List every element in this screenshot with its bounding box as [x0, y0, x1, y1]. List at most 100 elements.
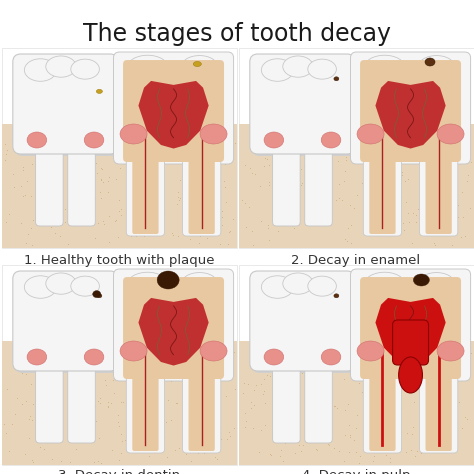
Point: [344, 401, 352, 408]
FancyBboxPatch shape: [15, 56, 120, 156]
Point: [18, 182, 25, 190]
Ellipse shape: [46, 56, 76, 77]
Point: [304, 149, 311, 157]
Point: [211, 207, 219, 214]
FancyBboxPatch shape: [113, 269, 234, 381]
Point: [168, 229, 176, 237]
Point: [278, 401, 285, 408]
Point: [323, 355, 330, 363]
Point: [87, 437, 94, 444]
Point: [105, 212, 112, 220]
Point: [136, 225, 144, 233]
Point: [463, 415, 471, 422]
Point: [133, 149, 140, 156]
Point: [340, 457, 348, 465]
Point: [174, 193, 182, 201]
Point: [289, 170, 297, 177]
Point: [251, 170, 259, 178]
Point: [191, 168, 199, 176]
Point: [92, 129, 100, 137]
Point: [84, 130, 91, 138]
Point: [23, 370, 30, 378]
FancyBboxPatch shape: [132, 349, 159, 451]
Point: [28, 456, 36, 464]
Point: [434, 218, 441, 226]
Point: [52, 184, 59, 191]
Point: [175, 444, 182, 452]
Ellipse shape: [200, 124, 227, 144]
Point: [283, 396, 290, 404]
Point: [298, 369, 306, 376]
Point: [377, 155, 385, 163]
Ellipse shape: [321, 349, 341, 365]
Point: [34, 128, 42, 136]
Point: [98, 176, 105, 184]
Point: [350, 352, 358, 360]
Point: [412, 211, 420, 219]
Point: [425, 178, 432, 185]
Point: [422, 163, 430, 170]
FancyBboxPatch shape: [182, 345, 221, 453]
Point: [312, 445, 320, 452]
Point: [91, 234, 99, 242]
Point: [216, 176, 223, 183]
Point: [205, 375, 212, 383]
Point: [241, 424, 248, 431]
Point: [211, 414, 219, 422]
Point: [35, 402, 42, 410]
Point: [264, 222, 272, 229]
Point: [125, 146, 132, 154]
Point: [260, 139, 267, 146]
Point: [434, 181, 441, 188]
Point: [226, 228, 234, 235]
Point: [277, 368, 285, 376]
Point: [393, 349, 401, 356]
Point: [225, 228, 233, 236]
Point: [162, 344, 170, 352]
Point: [122, 424, 130, 432]
Point: [28, 416, 36, 424]
Point: [96, 435, 103, 442]
Point: [287, 386, 295, 393]
Point: [342, 364, 350, 371]
Point: [461, 232, 469, 240]
Point: [271, 166, 279, 173]
Point: [312, 137, 320, 144]
Point: [291, 132, 299, 139]
Point: [246, 164, 254, 172]
FancyBboxPatch shape: [369, 349, 396, 451]
Point: [218, 213, 226, 221]
Point: [280, 182, 287, 189]
Ellipse shape: [413, 274, 429, 286]
FancyBboxPatch shape: [426, 349, 452, 451]
Point: [358, 362, 365, 369]
Point: [319, 343, 327, 351]
Point: [361, 213, 369, 221]
Point: [438, 140, 446, 147]
Point: [297, 181, 305, 189]
Point: [386, 459, 393, 466]
Point: [180, 349, 187, 356]
Point: [96, 356, 104, 364]
Point: [104, 402, 111, 410]
Point: [164, 396, 172, 403]
Ellipse shape: [200, 341, 227, 361]
Point: [91, 402, 99, 410]
FancyBboxPatch shape: [189, 132, 215, 234]
Point: [284, 374, 292, 381]
Point: [5, 210, 12, 218]
Point: [21, 450, 28, 457]
Point: [216, 155, 223, 162]
Point: [392, 437, 399, 444]
Point: [241, 409, 248, 417]
Ellipse shape: [128, 272, 168, 296]
Point: [354, 191, 361, 199]
Point: [201, 445, 208, 453]
Point: [104, 177, 112, 185]
Point: [380, 208, 387, 215]
Ellipse shape: [157, 271, 179, 289]
Point: [343, 237, 351, 245]
Point: [397, 428, 405, 435]
Text: 3. Decay in dentin: 3. Decay in dentin: [58, 469, 180, 474]
Text: 4. Decay in pulp: 4. Decay in pulp: [302, 469, 410, 474]
